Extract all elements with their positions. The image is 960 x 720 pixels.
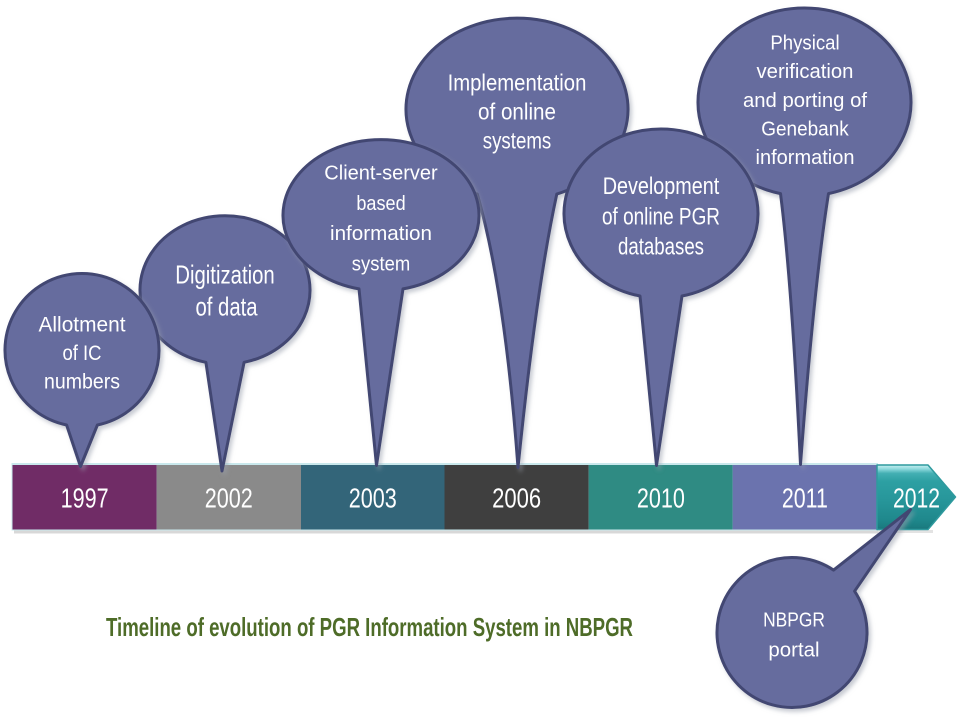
svg-text:Allotment: Allotment bbox=[39, 313, 126, 337]
svg-text:Genebank: Genebank bbox=[761, 119, 849, 141]
svg-text:portal: portal bbox=[768, 640, 819, 662]
svg-text:based: based bbox=[356, 193, 405, 215]
svg-text:NBPGR: NBPGR bbox=[763, 610, 825, 632]
svg-text:verification: verification bbox=[757, 61, 854, 83]
svg-text:information: information bbox=[330, 223, 432, 245]
svg-text:2006: 2006 bbox=[492, 483, 541, 514]
svg-text:2011: 2011 bbox=[782, 483, 828, 514]
svg-text:and porting of: and porting of bbox=[743, 90, 867, 112]
svg-text:of online: of online bbox=[478, 99, 556, 125]
svg-text:Implementation: Implementation bbox=[448, 70, 587, 96]
svg-text:of IC: of IC bbox=[63, 341, 102, 365]
svg-text:2002: 2002 bbox=[205, 483, 253, 514]
svg-text:of data: of data bbox=[196, 292, 258, 322]
svg-text:system: system bbox=[352, 253, 410, 275]
svg-text:information: information bbox=[756, 147, 855, 169]
svg-text:2003: 2003 bbox=[349, 483, 397, 514]
svg-text:2012: 2012 bbox=[893, 483, 940, 514]
svg-text:1997: 1997 bbox=[61, 483, 109, 514]
svg-text:systems: systems bbox=[483, 128, 552, 154]
svg-text:Timeline of evolution of PGR I: Timeline of evolution of PGR Information… bbox=[106, 612, 633, 642]
svg-text:numbers: numbers bbox=[44, 370, 120, 394]
svg-text:Client-server: Client-server bbox=[324, 163, 438, 185]
svg-text:Development: Development bbox=[603, 173, 720, 200]
svg-text:databases: databases bbox=[618, 234, 704, 261]
svg-text:of online PGR: of online PGR bbox=[602, 204, 720, 231]
svg-text:Digitization: Digitization bbox=[175, 260, 275, 290]
svg-text:Physical: Physical bbox=[770, 33, 839, 55]
svg-text:2010: 2010 bbox=[637, 483, 685, 514]
